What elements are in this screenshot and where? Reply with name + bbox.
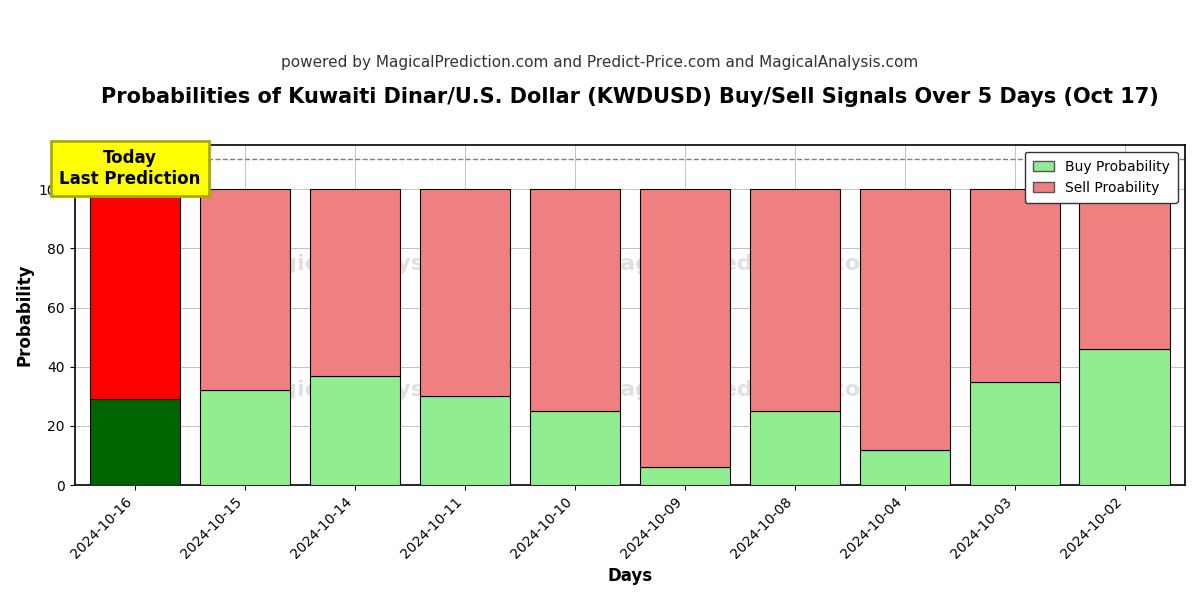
Text: Today
Last Prediction: Today Last Prediction	[59, 149, 200, 188]
Bar	[750, 411, 840, 485]
Bar	[420, 189, 510, 397]
Bar	[310, 189, 400, 376]
Bar	[750, 189, 840, 411]
Bar	[859, 449, 949, 485]
Legend: Buy Probability, Sell Proability: Buy Probability, Sell Proability	[1025, 152, 1178, 203]
X-axis label: Days: Days	[607, 567, 653, 585]
Title: Probabilities of Kuwaiti Dinar/U.S. Dollar (KWDUSD) Buy/Sell Signals Over 5 Days: Probabilities of Kuwaiti Dinar/U.S. Doll…	[101, 87, 1159, 107]
Text: MagicalPrediction.com: MagicalPrediction.com	[598, 254, 883, 274]
Bar	[529, 189, 620, 411]
Bar	[310, 376, 400, 485]
Bar	[529, 411, 620, 485]
Bar	[1080, 349, 1170, 485]
Bar	[200, 189, 290, 391]
Bar	[90, 400, 180, 485]
Bar	[859, 189, 949, 449]
Bar	[1080, 189, 1170, 349]
Bar	[970, 382, 1060, 485]
Bar	[970, 189, 1060, 382]
Bar	[90, 189, 180, 400]
Bar	[420, 397, 510, 485]
Text: MagicalAnalysis.com: MagicalAnalysis.com	[244, 254, 505, 274]
Text: MagicalPrediction.com: MagicalPrediction.com	[598, 380, 883, 400]
Bar	[640, 189, 730, 467]
Text: powered by MagicalPrediction.com and Predict-Price.com and MagicalAnalysis.com: powered by MagicalPrediction.com and Pre…	[281, 55, 919, 70]
Y-axis label: Probability: Probability	[16, 263, 34, 366]
Bar	[200, 391, 290, 485]
Text: MagicalAnalysis.com: MagicalAnalysis.com	[244, 380, 505, 400]
Bar	[640, 467, 730, 485]
